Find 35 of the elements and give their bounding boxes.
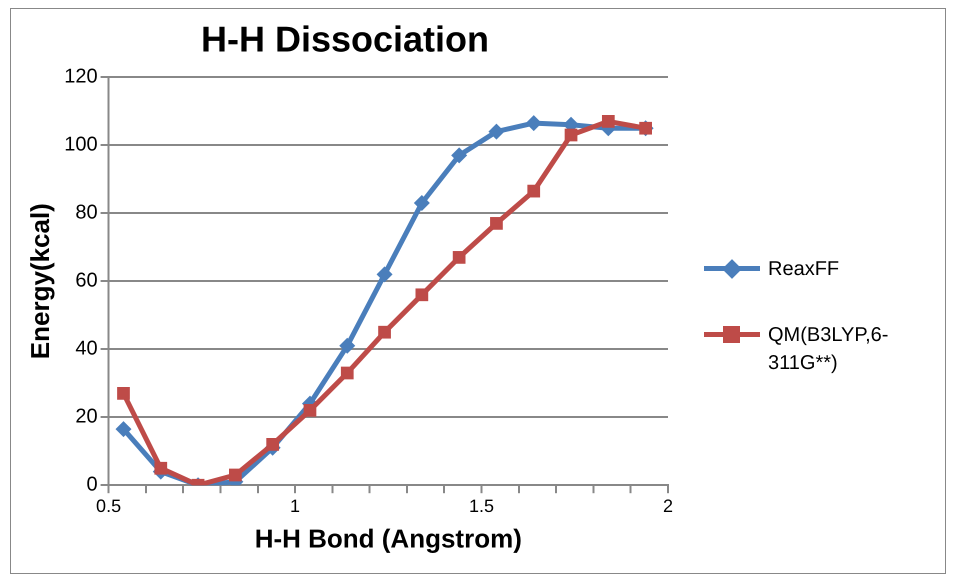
y-tick-label: 120 (64, 66, 98, 88)
point (490, 217, 503, 230)
point (452, 251, 466, 264)
point (451, 147, 468, 164)
y-tick-label: 60 (75, 270, 98, 292)
point (340, 366, 354, 380)
y-axis-title: Energy(kcal) (24, 203, 55, 360)
legend-label: ReaxFF (768, 257, 840, 282)
point (154, 462, 168, 475)
x-tick-label: 0.5 (96, 496, 122, 516)
point (414, 195, 430, 211)
point (602, 115, 615, 128)
point (115, 421, 132, 438)
point (339, 338, 356, 354)
y-tick-label: 20 (75, 406, 98, 428)
y-tick-label: 40 (75, 338, 98, 360)
point (229, 468, 242, 482)
point (564, 128, 578, 142)
x-tick-label: 2 (662, 496, 674, 516)
point (266, 438, 280, 451)
y-tick-label: 0 (86, 474, 98, 496)
x-axis-title: H-H Bond (Angstrom) (254, 524, 522, 554)
x-tick-label: 1.5 (469, 496, 494, 516)
point (415, 288, 428, 302)
x-tick-label: 1 (290, 496, 300, 516)
y-tick-label: 100 (64, 134, 98, 156)
point (527, 184, 540, 198)
chart-title: H-H Dissociation (200, 18, 490, 60)
point (376, 266, 393, 282)
point (304, 404, 316, 417)
y-tick-label: 80 (75, 202, 98, 224)
point (488, 124, 504, 140)
legend-label: QM(B3LYP,6-311G**) (768, 323, 890, 376)
point (378, 326, 391, 339)
point (117, 387, 130, 400)
